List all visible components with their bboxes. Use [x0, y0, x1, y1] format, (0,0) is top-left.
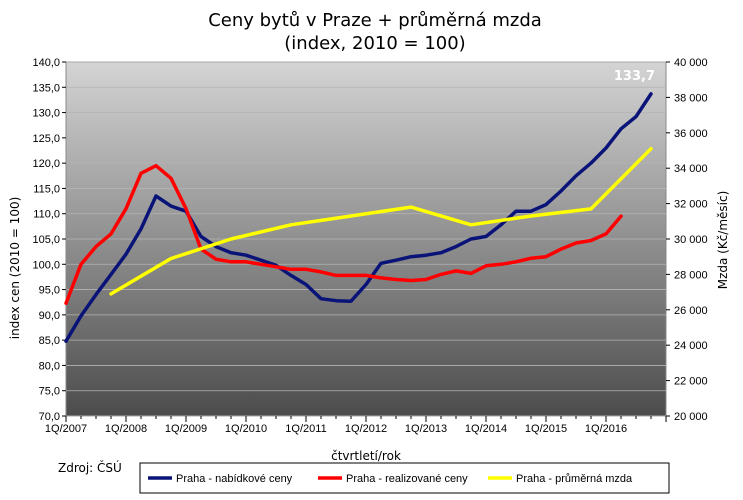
x-tick-label: 1Q/2013 — [405, 423, 447, 435]
chart-title-line2: (index, 2010 = 100) — [284, 33, 465, 54]
y-axis-left-title: index cen (2010 = 100) — [8, 197, 22, 340]
annotation-last-value: 133,7 — [614, 69, 655, 84]
y-tick-label: 115,0 — [33, 183, 60, 195]
series-line-3 — [109, 146, 653, 296]
y-tick-label: 125,0 — [32, 133, 60, 145]
y-tick-label: 135,0 — [32, 82, 60, 94]
y2-tick-label: 32 000 — [674, 199, 708, 211]
y-tick-label: 90,0 — [39, 310, 60, 322]
legend: Praha - nabídkové ceny Praha - realizovan… — [148, 473, 633, 485]
y2-tick-label: 20 000 — [674, 411, 708, 423]
y-tick-label: 140,0 — [32, 57, 60, 69]
series-lines — [64, 92, 653, 343]
y-tick-label: 70,0 — [39, 411, 60, 423]
x-tick-label: 1Q/2012 — [345, 423, 387, 435]
legend-label-3: Praha - průměrná mzda — [516, 473, 633, 485]
y-tick-label: 105,0 — [32, 234, 60, 246]
x-axis-title: čtvrtletí/rok — [331, 449, 401, 463]
y-tick-label: 80,0 — [39, 360, 60, 372]
y2-tick-label: 26 000 — [674, 305, 708, 317]
series-line-2 — [64, 163, 623, 305]
y2-tick-label: 34 000 — [674, 163, 708, 175]
legend-label-2: Praha - realizované ceny — [346, 473, 468, 485]
y-tick-label: 100,0 — [32, 259, 60, 271]
series-line-1 — [64, 92, 653, 343]
x-axis-ticks: 1Q/2007 1Q/2008 1Q/2009 1Q/2010 1Q/2011 1Q/20… — [45, 416, 667, 435]
x-tick-label: 1Q/2007 — [45, 423, 87, 435]
x-tick-label: 1Q/2008 — [105, 423, 147, 435]
y2-tick-label: 40 000 — [674, 57, 708, 69]
y-tick-label: 110,0 — [33, 209, 60, 221]
source-label: Zdroj: ČSÚ — [58, 460, 122, 475]
y-axis-right-title: Mzda (Kč/měsíc) — [716, 191, 730, 290]
chart-title-line1: Ceny bytů v Praze + průměrná mzda — [208, 10, 542, 31]
y-tick-label: 75,0 — [39, 386, 60, 398]
x-tick-label: 1Q/2015 — [525, 423, 567, 435]
x-tick-label: 1Q/2011 — [285, 423, 326, 435]
y2-tick-label: 24 000 — [674, 340, 708, 352]
y-axis-right-ticks: 40 000 38 000 36 000 34 000 32 000 30 000 28 0… — [666, 57, 708, 423]
y2-tick-label: 30 000 — [674, 234, 708, 246]
x-tick-label: 1Q/2014 — [465, 423, 507, 435]
legend-box — [139, 462, 670, 494]
y2-tick-label: 22 000 — [674, 376, 708, 388]
y2-tick-label: 36 000 — [674, 128, 708, 140]
y-tick-label: 130,0 — [32, 108, 60, 120]
y-tick-label: 85,0 — [39, 335, 60, 347]
gridlines — [66, 61, 666, 417]
y2-tick-label: 38 000 — [674, 92, 708, 104]
y2-tick-label: 28 000 — [674, 269, 708, 281]
legend-label-1: Praha - nabídkové ceny — [176, 473, 293, 485]
x-tick-label: 1Q/2009 — [165, 423, 207, 435]
y-tick-label: 95,0 — [39, 285, 60, 297]
y-axis-left-ticks: 140,0 135,0 130,0 125,0 120,0 115,0 110,0 105,0… — [32, 57, 66, 423]
x-tick-label: 1Q/2010 — [225, 423, 267, 435]
y-tick-label: 120,0 — [32, 158, 60, 170]
x-tick-label: 1Q/2016 — [585, 423, 627, 435]
